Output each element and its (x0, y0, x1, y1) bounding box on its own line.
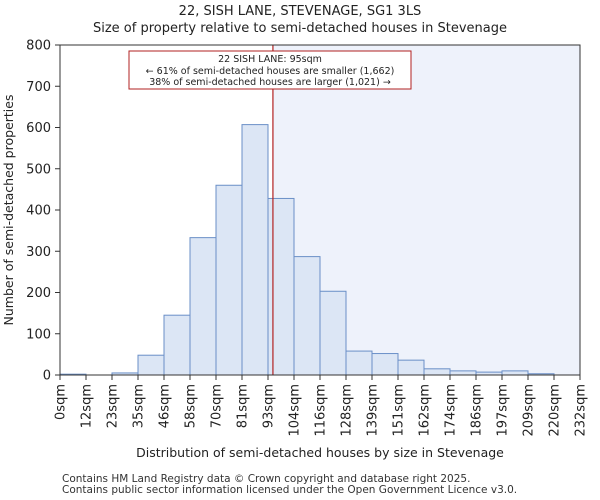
y-tick-label: 800 (26, 39, 51, 54)
x-tick-label: 220sqm (548, 384, 563, 437)
x-tick-label: 12sqm (80, 384, 95, 428)
y-tick-label: 200 (26, 286, 51, 301)
y-tick-label: 600 (26, 121, 51, 136)
x-tick-label: 139sqm (366, 384, 381, 437)
bar-58sqm (189, 237, 217, 376)
annotation-box: 22 SISH LANE: 95sqm ← 61% of semi-detach… (128, 50, 412, 90)
y-axis: 0 100 200 300 400 500 600 700 800 (26, 39, 60, 384)
x-axis-label: Distribution of semi-detached houses by … (136, 445, 504, 460)
bar-128sqm (345, 350, 373, 376)
bar-197sqm (501, 370, 529, 376)
x-tick-label: 81sqm (236, 384, 251, 428)
x-tick-label: 162sqm (418, 384, 433, 437)
y-tick-label: 400 (26, 204, 51, 219)
x-tick-label: 232sqm (574, 384, 589, 437)
x-tick-label: 35sqm (132, 384, 147, 428)
x-tick-label: 197sqm (496, 384, 511, 437)
x-tick-label: 128sqm (340, 384, 355, 437)
y-tick-label: 100 (26, 327, 51, 342)
bar-139sqm (371, 353, 399, 376)
y-axis-label: Number of semi-detached properties (1, 95, 16, 326)
footer-licence: Contains public sector information licen… (62, 484, 518, 496)
x-tick-label: 0sqm (54, 384, 69, 420)
x-tick-label: 151sqm (392, 384, 407, 437)
bar-46sqm (163, 314, 191, 376)
bar-81sqm (241, 124, 269, 376)
y-tick-label: 500 (26, 162, 51, 177)
y-tick-label: 700 (26, 80, 51, 95)
x-tick-label: 58sqm (184, 384, 199, 428)
bar-104sqm (293, 256, 321, 376)
x-tick-label: 116sqm (314, 384, 329, 437)
annotation-line-1: 22 SISH LANE: 95sqm (218, 54, 322, 65)
bar-151sqm (397, 359, 425, 376)
y-tick-label: 300 (26, 245, 51, 260)
y-tick-label: 0 (43, 369, 51, 384)
bar-116sqm (319, 290, 347, 376)
x-axis: 0sqm 12sqm 23sqm 35sqm 46sqm 58sqm 70sqm 81sqm 9… (54, 375, 589, 437)
bar-93sqm (267, 197, 295, 376)
chart-title: 22, SISH LANE, STEVENAGE, SG1 3LS (178, 4, 422, 19)
x-tick-label: 186sqm (470, 384, 485, 437)
x-tick-label: 23sqm (106, 384, 121, 428)
annotation-line-2: ← 61% of semi-detached houses are smalle… (146, 66, 395, 77)
annotation-frame (128, 50, 412, 90)
bar-174sqm (449, 370, 477, 376)
x-tick-label: 46sqm (158, 384, 173, 428)
x-tick-label: 93sqm (262, 384, 277, 428)
bar-70sqm (215, 184, 243, 376)
x-tick-label: 209sqm (522, 384, 537, 437)
bar-162sqm (423, 368, 451, 376)
chart-subtitle: Size of property relative to semi-detach… (92, 21, 508, 36)
bar-35sqm (137, 354, 165, 376)
x-tick-label: 174sqm (444, 384, 459, 437)
x-tick-label: 104sqm (288, 384, 303, 437)
footer-copyright: Contains HM Land Registry data © Crown c… (62, 473, 471, 485)
x-tick-label: 70sqm (210, 384, 225, 428)
annotation-line-3: 38% of semi-detached houses are larger (… (149, 77, 391, 88)
